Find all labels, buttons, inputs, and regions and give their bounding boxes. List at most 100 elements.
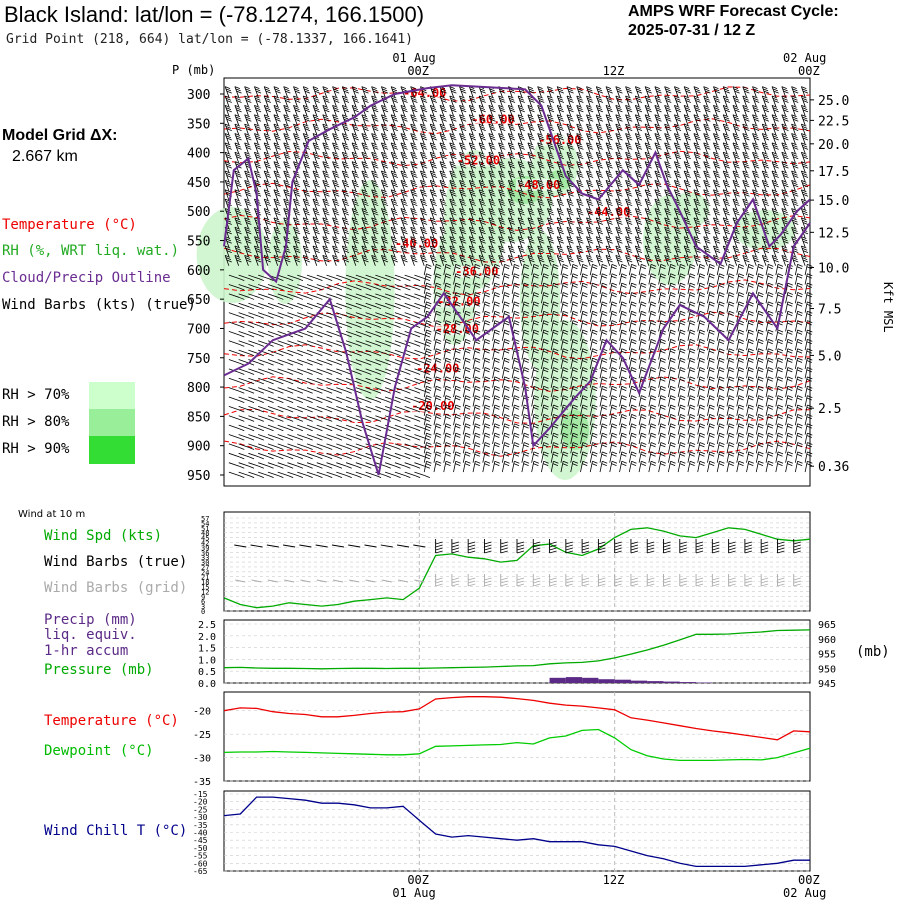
wind-barb-flag	[258, 409, 264, 413]
wind-barb	[263, 226, 271, 238]
wind-barb-flag	[248, 400, 255, 403]
isotherm-line	[223, 182, 811, 199]
wind-barb-shaft	[238, 424, 250, 430]
wind-barb-flag	[244, 226, 250, 230]
wind-barb-flag	[224, 142, 231, 146]
wind-barb	[254, 245, 262, 257]
forecast-cycle-value: 2025-07-31 / 12 Z	[628, 22, 756, 39]
wind-barb	[263, 255, 271, 266]
wind-barb	[283, 114, 291, 126]
wind-barb	[224, 95, 232, 107]
wind-barb	[273, 142, 281, 154]
wind-barb	[277, 377, 294, 385]
wind-barb-shaft	[258, 443, 269, 448]
wind-barb-flag	[255, 135, 261, 139]
wind-barb-flag	[254, 170, 260, 174]
wind-barb	[277, 443, 294, 450]
wind-barb	[273, 104, 281, 116]
wind-barb	[228, 462, 245, 469]
wind-barb	[248, 415, 264, 422]
wind-barb-shaft	[254, 161, 259, 173]
wind-barbs-true-label: Wind Barbs (true)	[44, 554, 188, 570]
wind-barb-flag	[239, 400, 245, 403]
wind-barb-flag	[224, 245, 231, 249]
wind-barb-flag	[268, 428, 274, 432]
wind-barb-flag	[285, 118, 291, 122]
wind-barb-shaft	[254, 95, 259, 107]
wind-barb-flag	[284, 163, 290, 167]
wind-barb-shaft	[234, 170, 240, 182]
wind-barb-shaft	[228, 471, 240, 477]
wind-barb-flag	[287, 315, 294, 319]
wind-barb-flag	[258, 390, 264, 394]
wind-barb-flag	[258, 437, 264, 441]
wind-barb-flag	[265, 259, 271, 263]
wind-barb-flag	[248, 315, 255, 319]
wind-barb	[267, 471, 284, 478]
wind-barb-flag	[273, 114, 280, 118]
wind-barb	[258, 406, 274, 413]
wind-barb	[228, 443, 245, 450]
wind-barb	[258, 471, 274, 478]
wind-barb	[244, 142, 252, 154]
wind-barb-flag	[225, 182, 232, 186]
wind-barb-flag	[255, 109, 262, 113]
wind-barb	[248, 406, 264, 413]
wind-barb-flag	[224, 133, 231, 136]
wind-barb-flag	[236, 222, 242, 225]
wind-barb-flag	[235, 238, 241, 242]
wind-barb-shaft	[238, 312, 250, 317]
wind-barb-flag	[278, 475, 284, 478]
wind-barb-flag	[255, 184, 262, 188]
wind-barb-flag	[236, 109, 242, 113]
wind-barb-flag	[245, 257, 251, 261]
wind-barb-shaft	[267, 312, 279, 317]
wind-barb	[254, 114, 262, 126]
wind-barb	[267, 387, 284, 394]
wind-barb	[228, 284, 245, 291]
wind-barb-flag	[248, 409, 255, 413]
wind-barb-shaft	[273, 208, 279, 219]
wind-barb-flag	[273, 189, 280, 193]
wind-barb-shaft	[248, 312, 259, 317]
wind-barb-flag	[278, 297, 284, 300]
wind-barb	[273, 245, 281, 257]
wind-barb-flag	[264, 107, 271, 110]
wind-barb-flag	[246, 90, 252, 94]
wind-barb-flag	[254, 180, 260, 183]
wind-barb-flag	[268, 465, 274, 469]
wind-barb-shaft	[267, 302, 279, 308]
wind-barb-flag	[287, 362, 294, 366]
wind-barb-shaft	[277, 377, 289, 383]
wind-barb	[254, 170, 262, 182]
wind-barb-flag	[275, 175, 281, 178]
wind-barb-flag	[284, 126, 290, 129]
wind-barb-flag	[239, 297, 245, 300]
wind-barb-shaft	[234, 152, 240, 163]
wind-barb-shaft	[263, 217, 269, 229]
wind-barb-shaft	[248, 274, 259, 280]
wind-barb-shaft	[258, 396, 269, 401]
wind-barb-flag	[273, 226, 280, 230]
wind-barb-shaft	[244, 217, 249, 229]
wind-barb-flag	[273, 198, 280, 202]
wind-barb-shaft	[277, 471, 289, 477]
wind-barb-flag	[224, 114, 231, 118]
wind-barb-shaft	[273, 123, 279, 135]
wind-barb	[238, 368, 255, 375]
wind-barb-flag	[226, 137, 232, 141]
wind-barb-shaft	[248, 406, 259, 411]
wind-barb-flag	[255, 126, 261, 129]
wind-barb-flag	[255, 250, 262, 253]
wind-barb-shaft	[263, 95, 269, 107]
wind-barb-shaft	[238, 302, 250, 308]
wind-barb	[277, 340, 294, 347]
wind-barb-shaft	[248, 302, 259, 308]
wind-barb-flag	[274, 88, 280, 92]
wind-barb-shaft	[277, 359, 289, 364]
wind-barb-flag	[255, 154, 261, 157]
wind-barb-shaft	[283, 170, 288, 182]
wind-barb-shaft	[258, 434, 269, 439]
wind-barb-shaft	[254, 255, 259, 266]
wind-barb-flag	[246, 147, 252, 150]
